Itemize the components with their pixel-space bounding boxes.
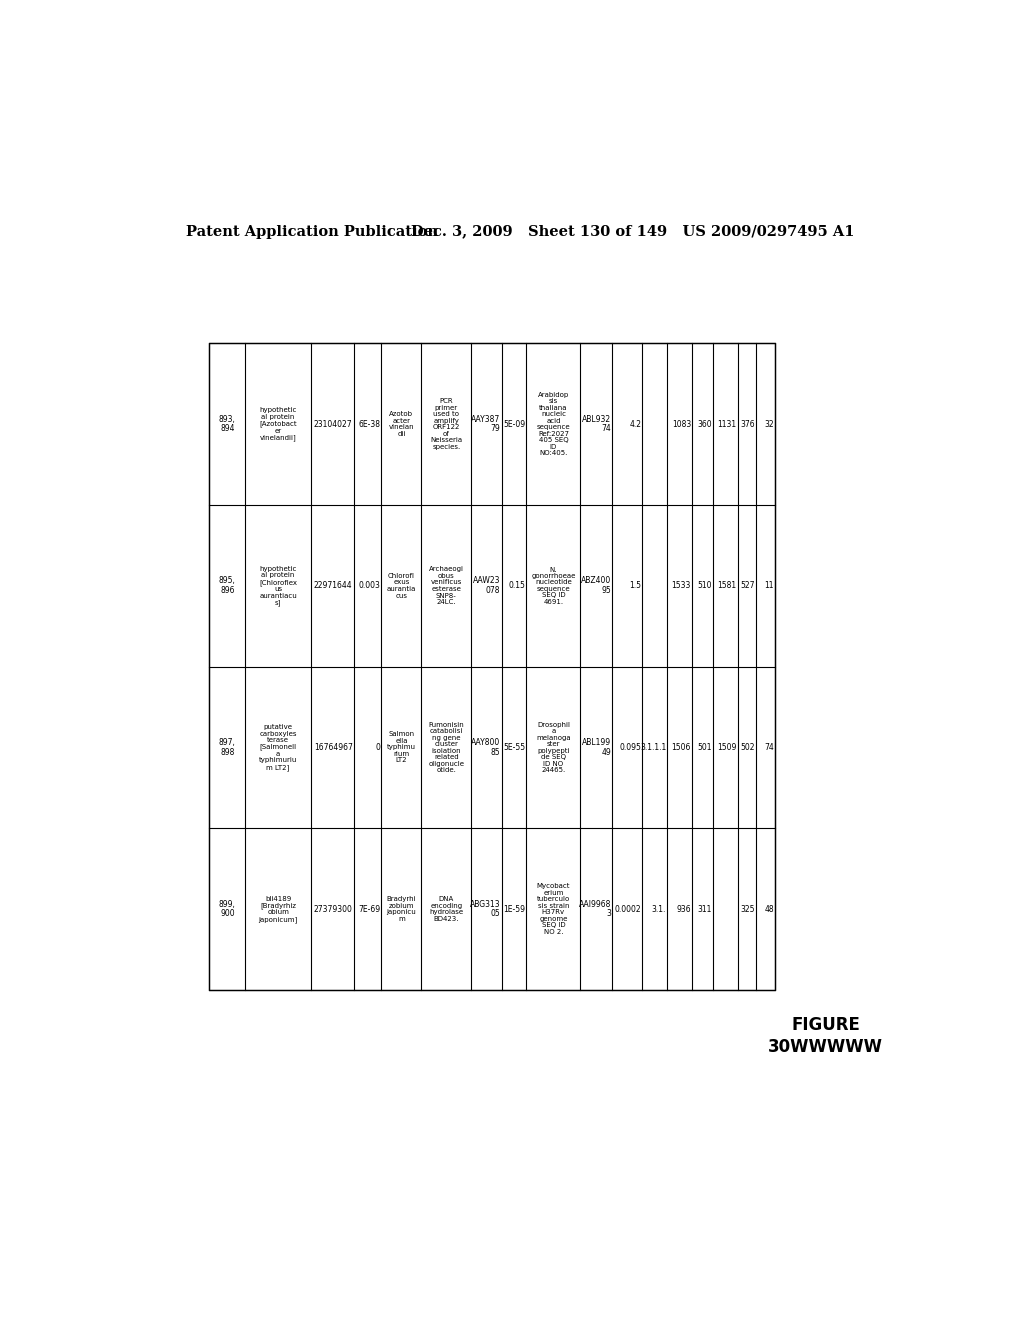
- Text: 0.003: 0.003: [358, 581, 380, 590]
- Text: 22971644: 22971644: [314, 581, 352, 590]
- Text: 1581: 1581: [718, 581, 736, 590]
- Text: 895,
896: 895, 896: [219, 577, 236, 595]
- Text: 23104027: 23104027: [314, 420, 352, 429]
- Text: 0.095: 0.095: [620, 743, 641, 752]
- Text: 325: 325: [740, 904, 756, 913]
- Text: 48: 48: [764, 904, 774, 913]
- Text: 501: 501: [697, 743, 712, 752]
- Text: 74: 74: [764, 743, 774, 752]
- Text: hypothetic
al protein
[Chloroflex
us
aurantiacu
s]: hypothetic al protein [Chloroflex us aur…: [259, 566, 297, 606]
- Text: 0.0002: 0.0002: [614, 904, 641, 913]
- Text: 3.1.: 3.1.: [652, 904, 667, 913]
- Text: 936: 936: [677, 904, 691, 913]
- Text: 32: 32: [764, 420, 774, 429]
- Text: N.
gonorrhoeae
nucleotide
sequence
SEQ ID
4691.: N. gonorrhoeae nucleotide sequence SEQ I…: [531, 566, 575, 605]
- Text: 1.5: 1.5: [630, 581, 641, 590]
- Text: putative
carboxyles
terase
[Salmonell
a
typhimuriu
m LT2]: putative carboxyles terase [Salmonell a …: [259, 725, 297, 771]
- Text: 510: 510: [697, 581, 712, 590]
- Text: 6E-38: 6E-38: [358, 420, 380, 429]
- Text: Mycobact
erium
tuberculo
sis strain
H37Rv
genome
SEQ ID
NO 2.: Mycobact erium tuberculo sis strain H37R…: [537, 883, 570, 935]
- Text: Arabidop
sis
thaliana
nucleic
acid
sequence
Ref:2027
405 SEQ
ID
NO:405.: Arabidop sis thaliana nucleic acid seque…: [537, 392, 570, 457]
- Text: ABL932
74: ABL932 74: [582, 414, 611, 433]
- Text: 1E-59: 1E-59: [503, 904, 525, 913]
- Text: 1509: 1509: [717, 743, 736, 752]
- Text: Patent Application Publication: Patent Application Publication: [186, 224, 438, 239]
- Text: 4.2: 4.2: [630, 420, 641, 429]
- Text: ABL199
49: ABL199 49: [582, 738, 611, 756]
- Text: Bradyrhi
zobium
japonicu
m: Bradyrhi zobium japonicu m: [386, 896, 417, 921]
- Text: 897,
898: 897, 898: [219, 738, 236, 756]
- Text: 3.1.1.1: 3.1.1.1: [640, 743, 667, 752]
- Text: AAI9968
3: AAI9968 3: [579, 900, 611, 919]
- Text: 0.15: 0.15: [508, 581, 525, 590]
- Text: hypothetic
al protein
[Azotobact
er
vinelandii]: hypothetic al protein [Azotobact er vine…: [259, 408, 297, 441]
- Text: AAW23
078: AAW23 078: [473, 577, 501, 595]
- Text: DNA
encoding
hydrolase
BD423.: DNA encoding hydrolase BD423.: [429, 896, 464, 921]
- Text: ABG313
05: ABG313 05: [470, 900, 501, 919]
- Text: bli4189
[Bradyrhiz
obium
japonicum]: bli4189 [Bradyrhiz obium japonicum]: [258, 896, 298, 923]
- Text: 360: 360: [697, 420, 712, 429]
- Text: 1083: 1083: [672, 420, 691, 429]
- Text: Fumonisin
catabolisi
ng gene
cluster
isolation
related
oligonucle
otide.: Fumonisin catabolisi ng gene cluster iso…: [428, 722, 464, 774]
- Text: 11: 11: [765, 581, 774, 590]
- Text: 16764967: 16764967: [313, 743, 352, 752]
- Text: 502: 502: [740, 743, 756, 752]
- Text: Chlorofl
exus
aurantia
cus: Chlorofl exus aurantia cus: [387, 573, 416, 598]
- Text: Azotob
acter
vinelan
dii: Azotob acter vinelan dii: [388, 412, 415, 437]
- Text: ABZ400
95: ABZ400 95: [581, 577, 611, 595]
- Text: 1131: 1131: [718, 420, 736, 429]
- Text: 5E-55: 5E-55: [503, 743, 525, 752]
- Text: AAY800
85: AAY800 85: [471, 738, 501, 756]
- Text: Archaeogi
obus
venificus
esterase
SNP8-
24LC.: Archaeogi obus venificus esterase SNP8- …: [429, 566, 464, 605]
- Text: 527: 527: [740, 581, 756, 590]
- Text: 5E-09: 5E-09: [503, 420, 525, 429]
- Text: Salmon
ella
typhimu
rium
LT2: Salmon ella typhimu rium LT2: [387, 731, 416, 763]
- Text: 311: 311: [697, 904, 712, 913]
- Text: 7E-69: 7E-69: [358, 904, 380, 913]
- Text: 0: 0: [376, 743, 380, 752]
- Text: 1533: 1533: [672, 581, 691, 590]
- Text: 376: 376: [740, 420, 756, 429]
- Text: 893,
894: 893, 894: [219, 414, 236, 433]
- Text: 899,
900: 899, 900: [219, 900, 236, 919]
- Text: 27379300: 27379300: [313, 904, 352, 913]
- Text: PCR
primer
used to
amplify
ORF122
of
Neisseria
species.: PCR primer used to amplify ORF122 of Nei…: [430, 399, 463, 450]
- Text: Drosophil
a
melanoga
ster
polypepti
de SEQ
ID NO
24465.: Drosophil a melanoga ster polypepti de S…: [537, 722, 570, 774]
- Bar: [209, 343, 775, 990]
- Text: 1506: 1506: [672, 743, 691, 752]
- Text: Dec. 3, 2009   Sheet 130 of 149   US 2009/0297495 A1: Dec. 3, 2009 Sheet 130 of 149 US 2009/02…: [411, 224, 854, 239]
- Text: FIGURE
30WWWWW: FIGURE 30WWWWW: [768, 1016, 883, 1056]
- Text: AAY387
79: AAY387 79: [471, 414, 501, 433]
